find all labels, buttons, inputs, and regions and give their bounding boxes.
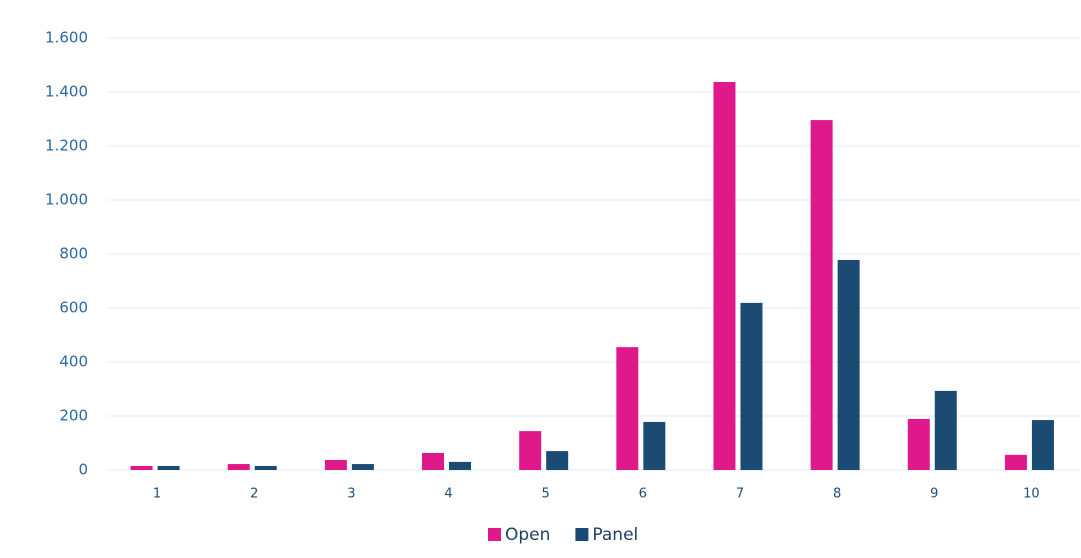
x-tick-label: 5: [542, 487, 550, 502]
legend-label: Panel: [592, 525, 638, 545]
y-tick-label: 200: [59, 407, 88, 425]
y-tick-label: 1.400: [45, 83, 88, 101]
x-tick-label: 8: [833, 487, 841, 502]
x-tick-label: 1: [153, 487, 161, 502]
bar: [1004, 454, 1027, 470]
bar: [227, 464, 250, 470]
bar: [616, 347, 639, 470]
bar: [810, 120, 833, 470]
y-tick-label: 400: [59, 353, 88, 371]
bar: [546, 451, 569, 470]
y-tick-label: 1.000: [45, 191, 88, 209]
x-tick-label: 6: [639, 487, 647, 502]
bar: [130, 465, 153, 470]
bar: [449, 461, 472, 470]
legend-swatch: [488, 528, 501, 541]
bar: [254, 465, 277, 470]
y-tick-label: 0: [78, 461, 88, 479]
legend-label: Open: [505, 525, 550, 545]
bar: [157, 465, 180, 470]
bar: [934, 390, 957, 470]
bar: [1031, 420, 1054, 470]
bar: [837, 259, 860, 470]
bar: [740, 302, 763, 470]
bar: [351, 464, 374, 470]
y-tick-label: 1.200: [45, 137, 88, 155]
legend-swatch: [575, 528, 589, 541]
y-tick-label: 600: [59, 299, 88, 317]
x-tick-label: 4: [444, 487, 452, 502]
bar: [422, 452, 445, 470]
y-tick-label: 800: [59, 245, 88, 263]
bar: [713, 82, 736, 470]
x-tick-label: 2: [250, 487, 258, 502]
bar: [643, 421, 666, 470]
x-tick-label: 7: [736, 487, 744, 502]
bar: [324, 460, 347, 470]
x-tick-label: 3: [347, 487, 355, 502]
bar: [907, 418, 930, 470]
x-tick-label: 9: [930, 487, 938, 502]
y-tick-label: 1.600: [45, 29, 88, 47]
bar: [519, 431, 542, 470]
x-tick-label: 10: [1023, 487, 1040, 502]
